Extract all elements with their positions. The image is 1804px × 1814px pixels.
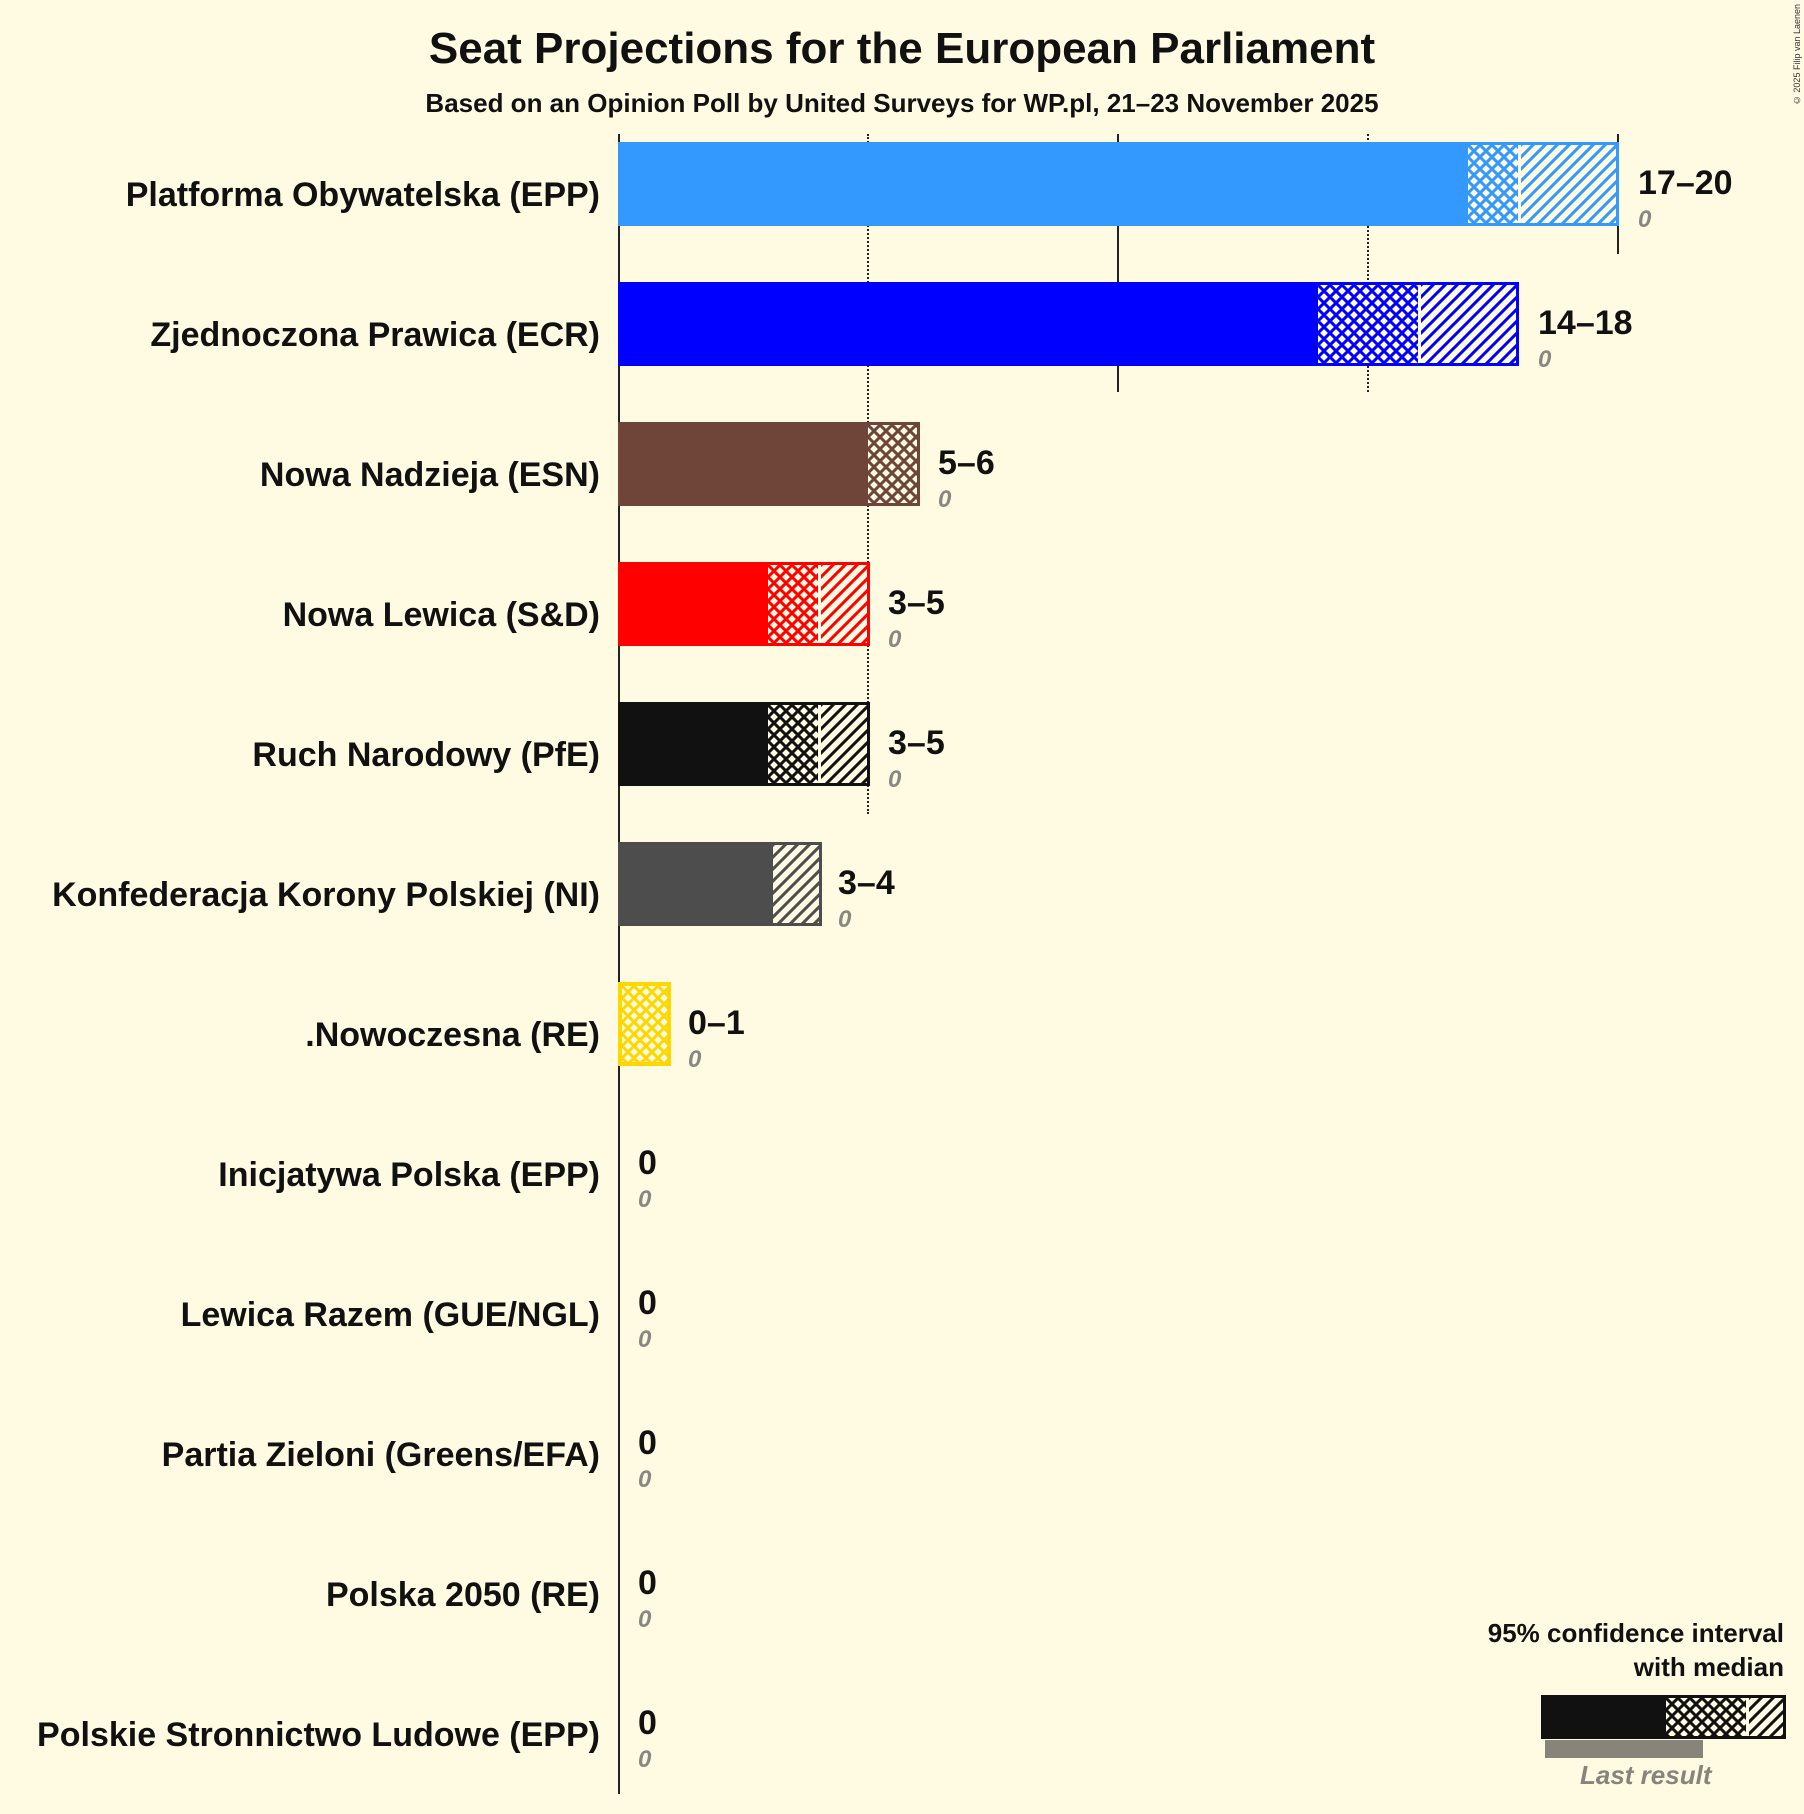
- range-label: 5–6: [938, 444, 995, 482]
- bar-nowoczesna: [618, 982, 671, 1066]
- bar-solid: [621, 285, 1318, 363]
- bar-solid: [621, 705, 768, 783]
- legend-last-result-bar: [1545, 1740, 1703, 1758]
- last-result-label: 0: [1538, 346, 1552, 373]
- range-label: 0: [638, 1704, 657, 1742]
- legend-line2: with median: [1633, 1652, 1784, 1682]
- bar-median-crosshatch: [768, 565, 818, 643]
- bar-median-crosshatch: [1318, 285, 1418, 363]
- party-label: Partia Zieloni (Greens/EFA): [161, 1436, 600, 1474]
- bar-solid: [621, 565, 768, 643]
- y-axis: [618, 134, 620, 1794]
- party-label: Platforma Obywatelska (EPP): [125, 176, 600, 214]
- bar-upper-stripes: [821, 705, 867, 783]
- gridline-10: [1117, 134, 1119, 392]
- gridline-15: [1367, 134, 1369, 392]
- bar-median-crosshatch: [622, 986, 667, 1062]
- bar-zjednoczona-prawica: [618, 282, 1519, 366]
- bar-platforma-obywatelska: [618, 142, 1619, 226]
- party-label: Konfederacja Korony Polskiej (NI): [52, 876, 600, 914]
- party-label: Inicjatywa Polska (EPP): [218, 1156, 600, 1194]
- last-result-label: 0: [838, 906, 852, 933]
- bar-solid: [621, 145, 1468, 223]
- copyright: © 2025 Filip van Laenen: [1792, 4, 1802, 106]
- legend-line1: 95% confidence interval: [1487, 1618, 1784, 1648]
- party-label: Polska 2050 (RE): [325, 1576, 600, 1614]
- legend-ci-bar: [1541, 1695, 1786, 1739]
- legend-solid: [1544, 1698, 1666, 1736]
- bar-median-crosshatch: [868, 425, 917, 503]
- last-result-label: 0: [638, 1186, 652, 1213]
- last-result-label: 0: [1638, 206, 1652, 233]
- bar-upper-stripes: [1521, 145, 1616, 223]
- bar-upper-stripes: [1421, 285, 1516, 363]
- party-label: Ruch Narodowy (PfE): [252, 736, 600, 774]
- bar-upper-stripes: [773, 845, 819, 923]
- range-label: 14–18: [1538, 304, 1633, 342]
- range-label: 3–5: [888, 724, 945, 762]
- range-label: 0: [638, 1144, 657, 1182]
- range-label: 0–1: [688, 1004, 745, 1042]
- legend-upper-stripes: [1749, 1698, 1783, 1736]
- range-label: 3–5: [888, 584, 945, 622]
- range-label: 0: [638, 1564, 657, 1602]
- last-result-label: 0: [938, 486, 952, 513]
- range-label: 17–20: [1638, 164, 1733, 202]
- last-result-label: 0: [888, 766, 902, 793]
- party-label: Zjednoczona Prawica (ECR): [150, 316, 600, 354]
- bar-median-crosshatch: [1468, 145, 1518, 223]
- last-result-label: 0: [638, 1746, 652, 1773]
- chart-subtitle: Based on an Opinion Poll by United Surve…: [425, 88, 1379, 118]
- bar-solid: [621, 425, 868, 503]
- last-result-label: 0: [888, 626, 902, 653]
- party-label: Polskie Stronnictwo Ludowe (EPP): [37, 1716, 600, 1754]
- bar-upper-stripes: [821, 565, 867, 643]
- bar-nowa-lewica: [618, 562, 870, 646]
- bar-solid: [621, 845, 773, 923]
- bar-nowa-nadzieja: [618, 422, 920, 506]
- bar-konfederacja-korony-polskiej: [618, 842, 822, 926]
- party-label: Lewica Razem (GUE/NGL): [180, 1296, 600, 1334]
- party-label: Nowa Lewica (S&D): [282, 596, 600, 634]
- last-result-label: 0: [638, 1466, 652, 1493]
- legend-median-crosshatch: [1666, 1698, 1746, 1736]
- last-result-label: 0: [638, 1606, 652, 1633]
- range-label: 3–4: [838, 864, 895, 902]
- party-label: Nowa Nadzieja (ESN): [259, 456, 600, 494]
- bar-median-crosshatch: [768, 705, 818, 783]
- range-label: 0: [638, 1424, 657, 1462]
- legend-title: 95% confidence interval with median: [1488, 1616, 1784, 1684]
- legend-last-result-label: Last result: [1580, 1760, 1712, 1790]
- chart-title: Seat Projections for the European Parlia…: [428, 24, 1376, 73]
- range-label: 0: [638, 1284, 657, 1322]
- last-result-label: 0: [688, 1046, 702, 1073]
- party-label: .Nowoczesna (RE): [305, 1016, 600, 1054]
- bar-ruch-narodowy: [618, 702, 870, 786]
- last-result-label: 0: [638, 1326, 652, 1353]
